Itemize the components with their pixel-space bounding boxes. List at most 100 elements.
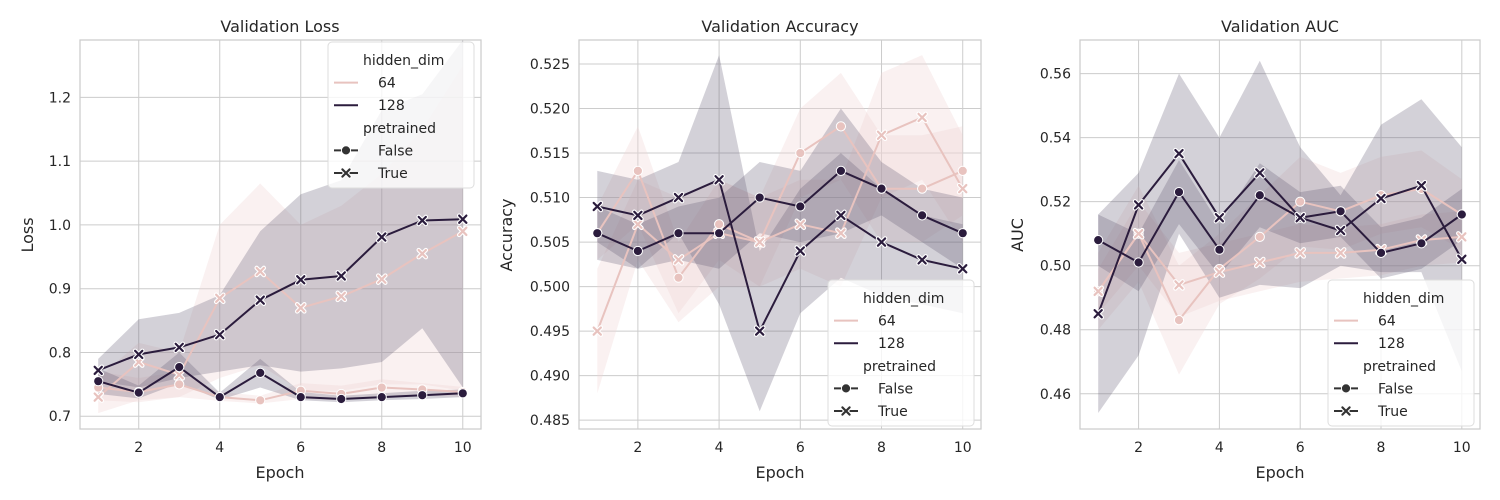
x-marker-stroke	[795, 246, 806, 256]
x-marker-stroke	[417, 215, 427, 226]
data-point	[632, 218, 644, 231]
data-point	[875, 236, 888, 248]
confidence-band	[1098, 160, 1462, 292]
data-point	[632, 165, 643, 176]
x-tick-label: 4	[1215, 440, 1224, 456]
data-point	[876, 183, 887, 194]
x-marker-stroke	[1133, 200, 1144, 210]
data-point	[673, 228, 684, 239]
data-point	[1092, 285, 1104, 298]
legend-title: hidden_dim	[863, 291, 944, 307]
series-line	[97, 366, 463, 400]
x-marker-stroke	[1295, 248, 1305, 258]
x-marker-stroke	[917, 112, 927, 123]
legend-marker	[840, 405, 852, 417]
axes-frame	[578, 39, 982, 430]
data-point	[794, 218, 807, 231]
data-point	[1254, 256, 1266, 269]
data-point	[173, 341, 186, 354]
data-point	[93, 376, 104, 387]
x-marker-stroke	[1416, 180, 1427, 191]
legend-title: hidden_dim	[363, 53, 444, 69]
x-marker-stroke	[673, 192, 684, 203]
confidence-band	[597, 108, 963, 269]
chart-title: Validation Accuracy	[701, 17, 858, 36]
data-point	[1254, 190, 1265, 201]
x-marker-stroke	[1214, 267, 1225, 277]
panel-accuracy: 2 4 6 8 10 0.485 0.490 0.495 0.500 0.505 0.510 0.51…	[497, 17, 982, 482]
y-tick-label: 0.500	[530, 280, 570, 296]
legend-label: 128	[378, 98, 405, 114]
series-line	[1097, 191, 1463, 264]
x-marker-stroke	[958, 183, 968, 194]
x-marker-stroke	[174, 370, 184, 380]
series-line	[98, 383, 463, 402]
y-tick-label: 0.505	[530, 235, 570, 251]
y-tick-label: 0.515	[530, 146, 570, 162]
x-marker-stroke	[958, 264, 968, 274]
x-marker-stroke	[1341, 406, 1351, 416]
y-tick-label: 0.8	[49, 345, 71, 361]
data-point	[713, 228, 725, 239]
confidence-band	[1098, 60, 1462, 414]
y-tick-label: 0.52	[1040, 195, 1071, 211]
data-point	[1456, 253, 1468, 266]
x-tick-label: 8	[1377, 440, 1386, 456]
legend: hidden_dim 64 128 pretrained False True	[1327, 279, 1475, 427]
x-marker-stroke	[93, 365, 103, 376]
x-tick-label: 8	[877, 440, 886, 456]
x-marker-stroke	[673, 255, 684, 265]
data-point	[795, 147, 806, 159]
x-marker-stroke	[836, 228, 846, 238]
x-tick-label: 10	[454, 440, 472, 456]
data-point	[1213, 266, 1226, 278]
x-marker-stroke	[1335, 225, 1346, 236]
x-marker-stroke	[754, 237, 765, 247]
x-marker-stroke	[336, 291, 346, 302]
data-point	[1254, 167, 1266, 179]
data-point	[592, 228, 603, 239]
data-point	[1294, 211, 1306, 224]
data-point	[1092, 307, 1104, 320]
data-point	[213, 328, 226, 341]
x-marker-stroke	[296, 275, 306, 285]
data-point	[1173, 147, 1185, 160]
data-point	[1294, 247, 1306, 259]
x-marker-stroke	[336, 271, 346, 281]
data-point	[957, 165, 968, 176]
data-point	[956, 262, 969, 275]
x-marker-stroke	[841, 406, 851, 416]
data-point	[672, 191, 685, 204]
data-point	[255, 395, 266, 406]
y-tick-label: 0.485	[530, 413, 570, 429]
y-tick-label: 0.48	[1040, 323, 1071, 339]
data-point	[1132, 227, 1145, 240]
y-tick-label: 1.0	[49, 218, 71, 234]
y-tick-label: 0.510	[530, 191, 570, 207]
series-line	[596, 125, 964, 279]
data-point	[916, 254, 928, 266]
x-marker-stroke	[458, 214, 468, 224]
x-marker-stroke	[1093, 286, 1103, 297]
y-tick-label: 0.56	[1040, 67, 1071, 83]
legend-label: True	[1377, 404, 1408, 420]
data-point	[917, 210, 928, 221]
x-tick-label: 10	[954, 440, 972, 456]
data-point	[591, 325, 604, 337]
data-point	[753, 325, 766, 337]
x-marker-stroke	[1174, 148, 1184, 159]
series-line	[596, 169, 964, 252]
x-marker-stroke	[296, 303, 306, 313]
plot-area: 2 4 6 8 10 0.7 0.8 0.9 1.0 1.1 1.2 hidden_dim 64 128 p…	[49, 39, 482, 456]
confidence-band	[597, 55, 963, 394]
legend: hidden_dim 64 128 pretrained False True	[327, 41, 475, 189]
data-point	[416, 247, 429, 260]
data-point	[1214, 244, 1225, 255]
y-tick-label: 0.490	[530, 369, 570, 385]
data-point	[335, 290, 348, 303]
data-point	[1415, 179, 1428, 192]
x-marker-stroke	[836, 210, 846, 221]
x-marker-stroke	[592, 326, 602, 336]
data-point	[174, 362, 185, 373]
